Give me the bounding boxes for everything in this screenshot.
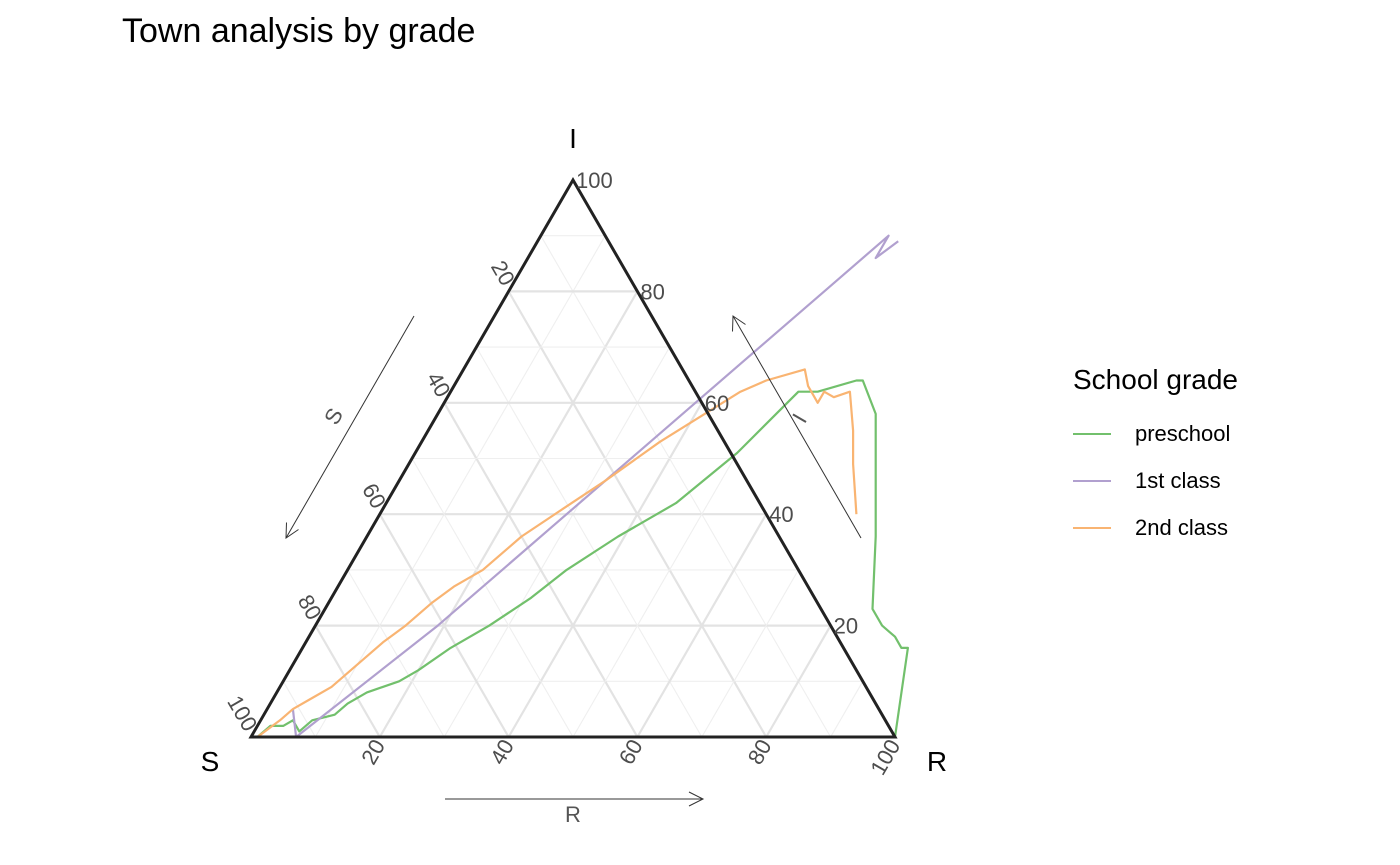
arrow-bottom-axis: R <box>445 791 705 827</box>
legend-item-preschool: preschool <box>1073 410 1238 457</box>
grid-line-S <box>540 235 832 738</box>
tick-label-I: 100 <box>576 168 613 193</box>
grid-line-R <box>636 513 768 738</box>
axis-label-left: S <box>201 746 220 777</box>
legend-label: preschool <box>1135 420 1231 446</box>
tick-label-S: 40 <box>422 368 456 402</box>
tick-label-R: 100 <box>865 735 905 779</box>
grid-line-S <box>378 513 510 738</box>
grid-lines <box>282 235 864 738</box>
legend-title: School grade <box>1073 364 1239 395</box>
arrow-label-right: I <box>787 409 812 427</box>
grid-line-S <box>411 458 574 738</box>
tick-label-I: 40 <box>769 502 793 527</box>
grid-line-S <box>282 681 316 738</box>
grid-line-R <box>765 625 832 738</box>
grid-line-R <box>443 346 671 738</box>
tick-label-S: 20 <box>486 256 520 290</box>
legend-label: 1st class <box>1135 467 1221 493</box>
legend-item-2nd-class: 2nd class <box>1073 504 1238 551</box>
tick-label-R: 20 <box>356 735 390 769</box>
legend-swatch <box>1073 432 1111 435</box>
legend-item-1st-class: 1st class <box>1073 457 1238 504</box>
tick-label-I: 60 <box>705 391 729 416</box>
grid-line-R <box>572 458 735 738</box>
tick-label-S: 60 <box>357 479 391 513</box>
legend-swatch <box>1073 479 1111 482</box>
tick-label-I: 20 <box>834 614 858 639</box>
arrow-right-axis: I <box>732 315 862 539</box>
arrow-label-bottom: R <box>565 802 581 827</box>
arrow-left-axis: S <box>285 315 415 539</box>
grid-line-S <box>314 625 381 738</box>
axis-labels: I S R <box>201 123 947 777</box>
grid-line-S <box>475 346 703 738</box>
grid-line-S <box>347 569 445 738</box>
data-series <box>256 234 910 739</box>
grid-line-R <box>830 681 864 738</box>
tick-label-S: 80 <box>293 590 327 624</box>
grid-line-R <box>701 569 799 738</box>
triangle-border <box>248 177 898 739</box>
grid-line-R <box>314 235 606 738</box>
series-line-1st-class <box>291 234 899 739</box>
legend-swatch <box>1073 526 1111 529</box>
tick-label-R: 60 <box>614 735 648 769</box>
series-line-preschool <box>256 379 910 738</box>
axis-label-top: I <box>569 123 577 154</box>
axis-label-right: R <box>927 746 947 777</box>
legend: School grade preschool 1st class 2nd cla… <box>1073 364 1238 551</box>
chart-title: Town analysis by grade <box>122 12 476 50</box>
tick-label-I: 80 <box>640 279 664 304</box>
triangle-frame <box>248 177 898 739</box>
series-line-2nd-class <box>256 368 858 738</box>
tick-label-R: 80 <box>743 735 777 769</box>
arrow-label-left: S <box>319 404 348 429</box>
legend-label: 2nd class <box>1135 514 1228 540</box>
tick-label-R: 40 <box>485 735 519 769</box>
